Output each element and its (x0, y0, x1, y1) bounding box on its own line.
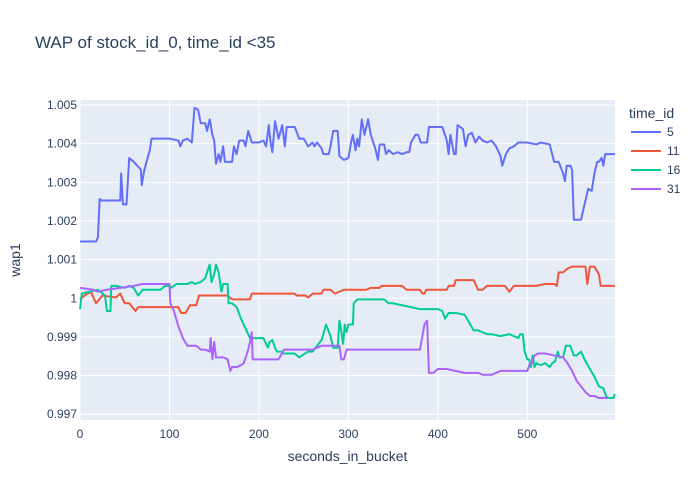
legend-item-16[interactable]: 16 (631, 163, 681, 177)
x-tick-label: 400 (428, 427, 448, 441)
legend-label: 5 (667, 125, 674, 139)
x-tick-label: 200 (249, 427, 269, 441)
y-axis-label: wap1 (7, 243, 23, 278)
legend-label: 11 (667, 144, 680, 158)
y-tick-label: 1.001 (47, 253, 77, 267)
y-tick-label: 0.998 (47, 369, 77, 383)
y-tick-labels: 0.997 0.998 0.999 1 1.001 1.002 1.003 1.004 1.00… (47, 98, 77, 421)
x-tick-label: 300 (338, 427, 358, 441)
series-line-31 (79, 282, 608, 399)
series-lines (79, 106, 616, 399)
legend-item-11[interactable]: 11 (631, 144, 680, 158)
legend-title: time_id (629, 105, 674, 121)
legend: time_id 5 11 16 31 (629, 105, 681, 196)
y-tick-label: 1.005 (47, 98, 77, 112)
x-tick-label: 500 (517, 427, 537, 441)
y-tick-label: 0.997 (47, 407, 77, 421)
x-tick-label: 100 (159, 427, 179, 441)
series-line-16 (79, 263, 616, 399)
series-line-5 (80, 106, 615, 243)
legend-label: 31 (667, 182, 681, 196)
x-axis-label: seconds_in_bucket (288, 448, 408, 464)
y-tick-label: 1.002 (47, 214, 77, 228)
y-tick-label: 1 (70, 291, 77, 305)
legend-item-5[interactable]: 5 (631, 125, 674, 139)
y-tick-label: 0.999 (47, 330, 77, 344)
y-tick-label: 1.003 (47, 175, 77, 189)
legend-item-31[interactable]: 31 (631, 182, 681, 196)
legend-label: 16 (667, 163, 681, 177)
x-tick-label: 0 (77, 427, 84, 441)
series-line-11 (79, 265, 615, 314)
y-tick-label: 1.004 (47, 137, 77, 151)
x-tick-labels: 0 100 200 300 400 500 (77, 427, 538, 441)
chart-title: WAP of stock_id_0, time_id <35 (35, 33, 276, 52)
